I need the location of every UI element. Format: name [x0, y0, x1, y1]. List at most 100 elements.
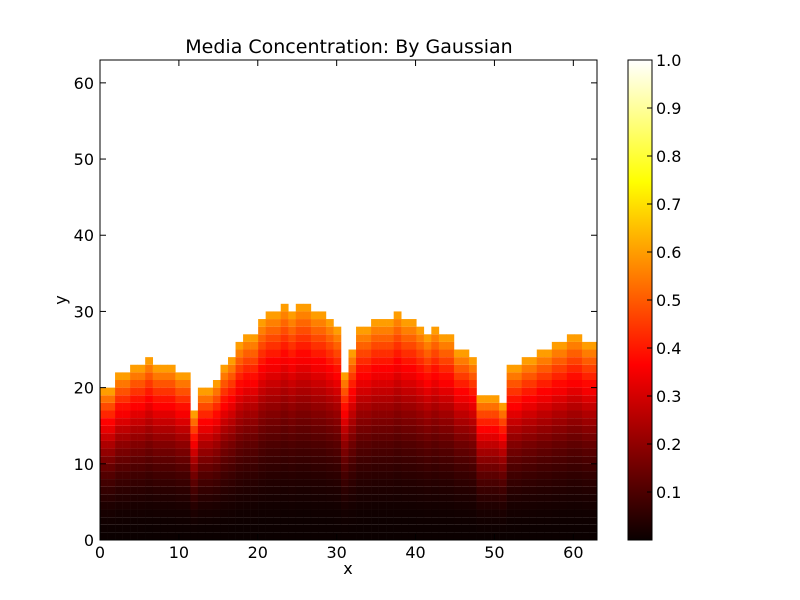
heatmap-cell — [491, 418, 500, 426]
heatmap-cell — [265, 341, 274, 350]
heatmap-cell — [235, 456, 244, 464]
heatmap-cell — [235, 517, 244, 525]
heatmap-cell — [205, 440, 214, 449]
heatmap-cell — [160, 372, 169, 381]
heatmap-cell — [280, 410, 289, 419]
heatmap-cell — [340, 486, 349, 495]
heatmap-cell — [228, 357, 236, 365]
heatmap-cell — [386, 410, 394, 419]
heatmap-cell — [325, 372, 334, 381]
heatmap-cell — [115, 410, 123, 419]
heatmap-cell — [212, 479, 221, 487]
heatmap-cell — [137, 494, 146, 502]
heatmap-cell — [521, 524, 530, 533]
heatmap-cell — [258, 440, 266, 449]
heatmap-cell — [340, 532, 349, 541]
heatmap-cell — [122, 456, 131, 464]
heatmap-cell — [250, 334, 259, 342]
heatmap-cell — [295, 532, 304, 541]
heatmap-cell — [273, 418, 282, 426]
heatmap-cell — [551, 372, 560, 381]
heatmap-cell — [401, 509, 410, 518]
heatmap-cell — [197, 418, 206, 426]
heatmap-cell — [310, 410, 319, 419]
heatmap-cell — [581, 380, 590, 388]
heatmap-cell — [115, 372, 123, 381]
heatmap-cell — [152, 501, 161, 510]
heatmap-cell — [152, 418, 161, 426]
heatmap-cell — [145, 440, 154, 449]
heatmap-cell — [438, 395, 447, 403]
heatmap-cell — [258, 479, 266, 487]
heatmap-cell — [182, 463, 191, 472]
heatmap-cell — [499, 440, 507, 449]
heatmap-cell — [220, 501, 229, 510]
heatmap-cell — [401, 524, 410, 533]
heatmap-cell — [401, 341, 410, 350]
heatmap-cell — [551, 387, 560, 396]
heatmap-cell — [182, 486, 191, 495]
heatmap-cell — [220, 380, 229, 388]
heatmap-cell — [107, 402, 116, 411]
heatmap-cell — [401, 372, 410, 381]
heatmap-cell — [348, 456, 357, 464]
heatmap-cell — [416, 486, 425, 495]
heatmap-cell — [423, 532, 432, 541]
heatmap-cell — [333, 326, 342, 335]
heatmap-cell — [461, 364, 470, 373]
heatmap-cell — [393, 479, 402, 487]
heatmap-cell — [258, 471, 266, 480]
heatmap-cell — [544, 448, 553, 457]
heatmap-cell — [205, 418, 214, 426]
heatmap-cell — [152, 509, 161, 518]
heatmap-cell — [536, 410, 545, 419]
heatmap-cell — [551, 425, 560, 434]
heatmap-cell — [122, 448, 131, 457]
heatmap-cell — [386, 380, 394, 388]
heatmap-cell — [514, 380, 522, 388]
heatmap-cell — [589, 410, 598, 419]
heatmap-cell — [197, 433, 206, 441]
heatmap-cell — [371, 334, 379, 342]
heatmap-cell — [318, 395, 327, 403]
heatmap-cell — [182, 425, 191, 434]
heatmap-cell — [115, 501, 123, 510]
heatmap-cell — [438, 501, 447, 510]
heatmap-cell — [152, 471, 161, 480]
heatmap-cell — [100, 463, 108, 472]
heatmap-cell — [371, 517, 379, 525]
heatmap-cell — [514, 471, 522, 480]
heatmap-cell — [408, 425, 417, 434]
heatmap-cell — [544, 501, 553, 510]
heatmap-cell — [190, 456, 199, 464]
heatmap-cell — [476, 509, 485, 518]
heatmap-cell — [100, 509, 108, 518]
heatmap-cell — [499, 433, 507, 441]
heatmap-cell — [333, 334, 342, 342]
heatmap-cell — [235, 395, 244, 403]
heatmap-cell — [220, 425, 229, 434]
heatmap-cell — [521, 463, 530, 472]
heatmap-cell — [280, 463, 289, 472]
heatmap-cell — [258, 319, 266, 327]
heatmap-cell — [340, 494, 349, 502]
heatmap-cell — [145, 471, 154, 480]
heatmap-cell — [386, 532, 394, 541]
heatmap-cell — [250, 372, 259, 381]
heatmap-cell — [145, 448, 154, 457]
heatmap-cell — [280, 456, 289, 464]
heatmap-cell — [431, 425, 440, 434]
heatmap-cell — [175, 479, 184, 487]
heatmap-cell — [250, 349, 259, 358]
heatmap-cell — [461, 501, 470, 510]
heatmap-cell — [574, 418, 583, 426]
heatmap-cell — [559, 395, 568, 403]
heatmap-cell — [212, 501, 221, 510]
heatmap-cell — [529, 410, 538, 419]
heatmap-cell — [559, 364, 568, 373]
heatmap-cell — [318, 402, 327, 411]
heatmap-cell — [521, 433, 530, 441]
heatmap-cell — [167, 517, 176, 525]
heatmap-cell — [295, 380, 304, 388]
heatmap-cell — [348, 372, 357, 381]
